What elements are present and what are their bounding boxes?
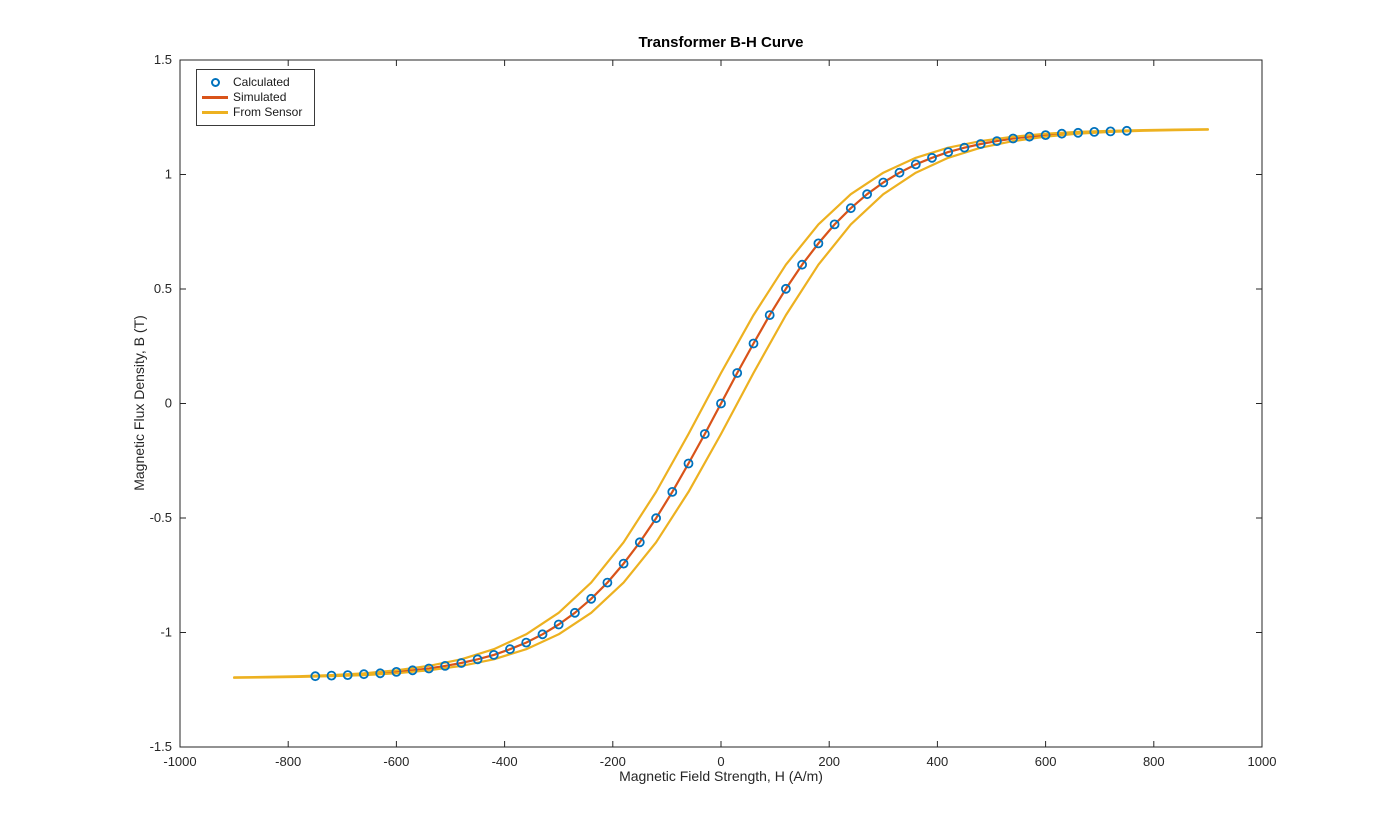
y-tick-label: -0.5 <box>150 510 172 525</box>
y-tick-label: 0 <box>165 396 172 411</box>
x-tick-label: -600 <box>383 754 409 769</box>
legend-item-calculated[interactable]: Calculated <box>197 75 302 90</box>
x-tick-label: -400 <box>492 754 518 769</box>
series-from-sensor-line <box>233 128 1210 679</box>
series-calculated-markers <box>310 125 1132 682</box>
x-tick-label: 800 <box>1143 754 1165 769</box>
x-tick-label: 600 <box>1035 754 1057 769</box>
y-tick-label: -1.5 <box>150 739 172 754</box>
simulated-line-icon <box>197 96 233 99</box>
series-simulated-line <box>314 129 1128 678</box>
legend-label-from-sensor: From Sensor <box>233 105 303 119</box>
legend-item-from-sensor[interactable]: From Sensor <box>197 105 302 120</box>
legend-item-simulated[interactable]: Simulated <box>197 90 302 105</box>
x-tick-label: 200 <box>818 754 840 769</box>
legend-label-simulated: Simulated <box>233 90 287 104</box>
x-axis-label: Magnetic Field Strength, H (A/m) <box>619 768 823 784</box>
x-tick-label: -800 <box>275 754 301 769</box>
chart-title: Transformer B-H Curve <box>638 34 804 51</box>
x-tick-label: 1000 <box>1248 754 1277 769</box>
x-tick-label: 400 <box>927 754 949 769</box>
y-tick-label: 0.5 <box>154 281 172 296</box>
x-tick-label: 0 <box>717 754 724 769</box>
legend-label-calculated: Calculated <box>233 75 290 89</box>
legend[interactable]: Calculated Simulated From Sensor <box>196 69 316 126</box>
calculated-marker-icon <box>197 78 233 87</box>
y-tick-label: 1.5 <box>154 52 172 67</box>
from-sensor-line-icon <box>197 111 233 114</box>
x-tick-label: -200 <box>600 754 626 769</box>
x-tick-label: -1000 <box>163 754 196 769</box>
y-tick-label: 1 <box>165 167 172 182</box>
y-axis-label: Magnetic Flux Density, B (T) <box>131 315 147 491</box>
y-tick-label: -1 <box>160 625 172 640</box>
